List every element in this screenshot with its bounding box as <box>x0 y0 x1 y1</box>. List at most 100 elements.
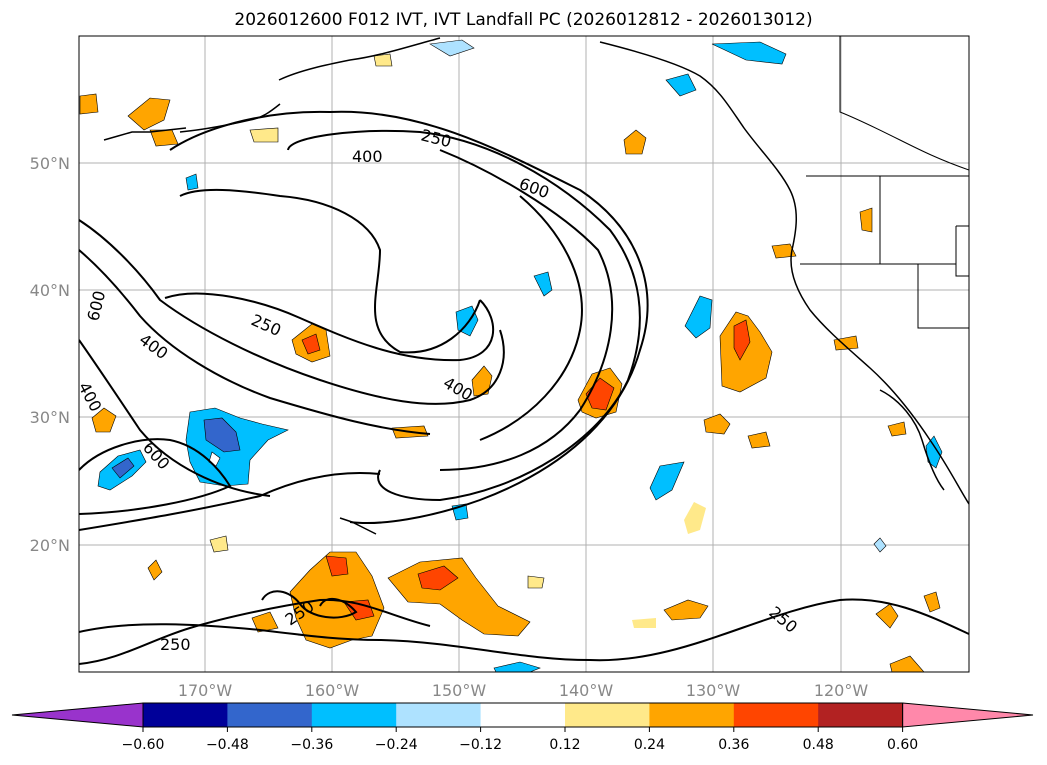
blob-positive-strong <box>733 319 751 361</box>
coastline-hawaii <box>339 517 377 535</box>
pc-filled-regions <box>79 39 943 672</box>
blob-negative-strong <box>203 417 241 453</box>
blob-positive <box>663 599 709 621</box>
colorbar-segment <box>396 703 482 727</box>
blob-positive-strong <box>301 333 321 355</box>
blob-positive <box>471 365 493 397</box>
colorbar-segment <box>818 703 904 727</box>
blob-positive <box>833 335 859 351</box>
blob-positive <box>889 655 925 672</box>
contour-label: 250 <box>160 635 191 654</box>
contour-600-southwest <box>79 438 232 515</box>
contour-250-center-2 <box>179 188 481 354</box>
colorbar-segment <box>143 703 228 727</box>
colorbar-segment <box>480 703 566 727</box>
lat-label: 30°N <box>30 408 70 427</box>
blob-positive <box>771 243 797 259</box>
blob-negative <box>711 41 787 65</box>
border-states-2 <box>955 225 969 277</box>
lat-label: 50°N <box>30 154 70 173</box>
blob-negative <box>185 173 199 191</box>
blob-negative <box>455 305 479 337</box>
lon-label: 130°W <box>686 681 741 700</box>
coastline-north-america <box>599 41 969 505</box>
blob-positive <box>747 431 771 449</box>
colorbar-segment <box>565 703 650 727</box>
colorbar-tick-label: 0.12 <box>549 737 580 753</box>
colorbar-tick-label: 0.36 <box>718 737 749 753</box>
border-states <box>800 176 969 329</box>
blob-positive-strong <box>325 555 349 577</box>
contour-label: 400 <box>352 147 383 166</box>
contour-400-north <box>287 129 641 502</box>
lon-label: 140°W <box>559 681 614 700</box>
colorbar-tick-label: 0.48 <box>803 737 834 753</box>
colorbar-frame <box>142 702 904 728</box>
colorbar-tick-label: 0.24 <box>634 737 665 753</box>
contour-250-north <box>169 110 649 525</box>
blob-positive <box>91 407 117 433</box>
blob-positive <box>127 97 171 131</box>
border-alaska-canada <box>839 36 969 171</box>
colorbar-tick-label: −0.48 <box>206 737 249 753</box>
blob-positive <box>859 207 873 233</box>
lon-label: 150°W <box>432 681 487 700</box>
blob-positive <box>875 603 899 629</box>
contour-small-loop <box>261 590 358 619</box>
blob-positive <box>703 413 731 435</box>
blob-negative <box>533 271 553 297</box>
blob-positive-weak <box>249 127 279 143</box>
contour-600-north <box>439 149 614 471</box>
coastlines <box>103 37 969 535</box>
blob-positive <box>887 421 907 437</box>
blob-negative <box>649 461 685 501</box>
political-borders <box>800 36 969 329</box>
map-background <box>79 36 969 672</box>
coastline-aleutians <box>179 103 281 133</box>
blob-negative <box>665 73 697 97</box>
colorbar-tick-label: −0.12 <box>459 737 502 753</box>
colorbar: −0.60 −0.48 −0.36 −0.24 −0.12 0.12 0.24 0.36 0.4… <box>11 702 1034 753</box>
blob-negative <box>684 295 713 339</box>
coastline-aleutians-west <box>103 127 187 141</box>
contour-600-inner <box>479 195 583 441</box>
contour-250-south-2 <box>79 598 431 665</box>
blob-negative-strong <box>111 457 135 479</box>
coastline-baja <box>879 389 945 491</box>
coastline-alaska-south <box>278 37 441 81</box>
colorbar-tick-label: 0.60 <box>887 737 918 753</box>
blob-positive-weak <box>632 618 656 628</box>
blob-positive-weak <box>209 535 229 553</box>
colorbar-segment <box>311 703 397 727</box>
blob-positive-weak <box>373 53 393 67</box>
colorbar-extend-min <box>11 702 144 728</box>
blob-negative-weak <box>873 537 887 553</box>
map-title: 2026012600 F012 IVT, IVT Landfall PC (20… <box>234 10 813 30</box>
colorbar-extend-max <box>902 702 1034 728</box>
map-frame <box>78 35 970 673</box>
colorbar-tick-label: −0.24 <box>375 737 418 753</box>
colorbar-tick-label: −0.60 <box>122 737 165 753</box>
lon-label: 170°W <box>178 681 233 700</box>
lat-label: 40°N <box>30 281 70 300</box>
colorbar-tick-label: −0.36 <box>290 737 333 753</box>
blob-negative <box>493 661 541 672</box>
contour-600-west <box>79 219 505 405</box>
lat-label: 20°N <box>30 536 70 555</box>
colorbar-segment <box>649 703 735 727</box>
blob-positive <box>719 311 773 393</box>
blob-positive-strong <box>417 565 459 591</box>
contour-400-west <box>79 249 431 435</box>
colorbar-segment <box>733 703 819 727</box>
ivt-contours <box>79 110 969 665</box>
longitude-labels: 170°W 160°W 150°W 140°W 130°W 120°W <box>178 681 869 700</box>
lon-label: 120°W <box>814 681 869 700</box>
contour-250-south <box>79 598 969 662</box>
blob-positive-weak <box>527 575 545 589</box>
blob-positive <box>251 611 279 633</box>
blob-positive <box>79 93 99 115</box>
lon-label: 160°W <box>305 681 360 700</box>
latitude-labels: 50°N 40°N 30°N 20°N <box>30 154 70 555</box>
blob-positive-weak <box>684 502 706 534</box>
colorbar-segment <box>227 703 313 727</box>
